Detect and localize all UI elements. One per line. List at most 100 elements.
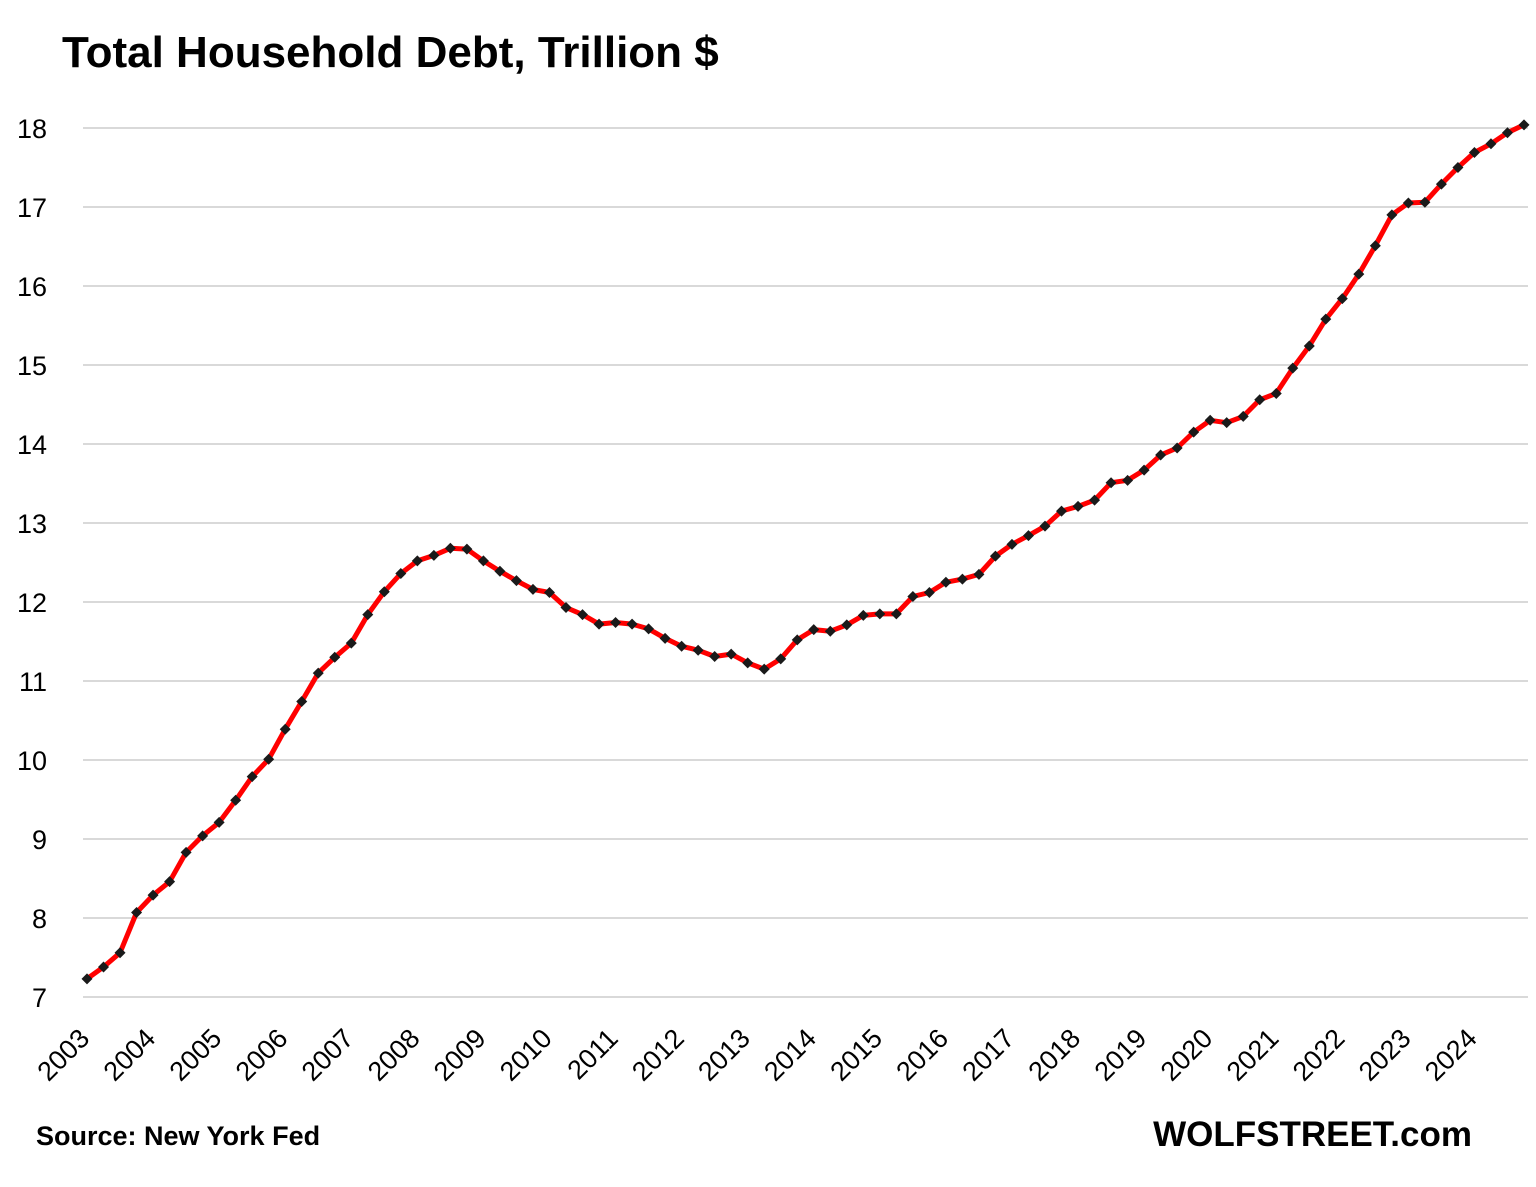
data-point-marker xyxy=(1039,520,1051,532)
data-point-marker xyxy=(1204,414,1216,426)
x-tick-label: 2020 xyxy=(1155,1023,1219,1087)
data-point-marker xyxy=(1105,477,1117,489)
x-tick-label: 2011 xyxy=(562,1023,624,1085)
data-point-marker xyxy=(1221,417,1233,429)
data-point-marker xyxy=(213,816,225,828)
data-point-marker xyxy=(362,609,374,621)
data-point-marker xyxy=(857,609,869,621)
y-tick-label: 12 xyxy=(17,588,47,618)
data-point-marker xyxy=(1501,127,1513,139)
data-point-marker xyxy=(1320,313,1332,325)
data-point-marker xyxy=(527,583,539,595)
data-point-marker xyxy=(1022,530,1034,542)
data-point-marker xyxy=(131,906,143,918)
data-point-marker xyxy=(147,889,159,901)
y-tick-label: 9 xyxy=(32,825,47,855)
data-point-marker xyxy=(1188,426,1200,438)
series-line xyxy=(85,122,1526,981)
chart-title: Total Household Debt, Trillion $ xyxy=(62,28,719,77)
data-point-marker xyxy=(1287,362,1299,374)
data-point-marker xyxy=(543,587,555,599)
data-point-marker xyxy=(98,961,110,973)
y-tick-label: 17 xyxy=(17,193,47,223)
x-tick-label: 2003 xyxy=(32,1023,96,1087)
x-tick-label: 2013 xyxy=(692,1023,756,1087)
y-tick-label: 16 xyxy=(17,272,47,302)
data-point-marker xyxy=(841,619,853,631)
data-point-marker xyxy=(1006,538,1018,550)
x-tick-label: 2023 xyxy=(1353,1023,1417,1087)
data-point-marker xyxy=(230,794,242,806)
data-point-marker xyxy=(643,623,655,635)
x-tick-label: 2022 xyxy=(1287,1023,1351,1087)
brand-watermark: WOLFSTREET.com xyxy=(1153,1115,1472,1154)
data-point-marker xyxy=(1072,500,1084,512)
x-tick-label: 2019 xyxy=(1089,1023,1153,1087)
data-point-marker xyxy=(907,590,919,602)
data-point-marker xyxy=(329,651,341,663)
x-tick-label: 2004 xyxy=(98,1023,162,1087)
data-point-marker xyxy=(577,609,589,621)
data-point-marker xyxy=(725,648,737,660)
data-point-marker xyxy=(1353,268,1365,280)
x-tick-label: 2005 xyxy=(164,1023,228,1087)
data-point-marker xyxy=(989,550,1001,562)
x-tick-label: 2006 xyxy=(230,1023,294,1087)
data-point-marker xyxy=(890,608,902,620)
data-point-marker xyxy=(1369,240,1381,252)
x-tick-label: 2008 xyxy=(362,1023,426,1087)
x-tick-label: 2014 xyxy=(758,1023,822,1087)
data-point-marker xyxy=(81,973,93,985)
series-total-debt xyxy=(81,119,1530,985)
x-tick-label: 2015 xyxy=(824,1023,888,1087)
data-point-marker xyxy=(1089,494,1101,506)
x-tick-label: 2024 xyxy=(1419,1023,1483,1087)
data-point-marker xyxy=(510,575,522,587)
y-tick-label: 14 xyxy=(17,430,47,460)
data-point-marker xyxy=(610,617,622,629)
data-point-marker xyxy=(312,667,324,679)
x-tick-label: 2018 xyxy=(1023,1023,1087,1087)
data-point-marker xyxy=(1435,178,1447,190)
x-tick-label: 2017 xyxy=(957,1023,1021,1087)
data-point-marker xyxy=(923,587,935,599)
data-point-marker xyxy=(808,624,820,636)
data-point-marker xyxy=(956,573,968,585)
x-axis: 2003 2004 2005 2006 2007 2008 2009 2010 2011 2012… xyxy=(32,1023,1483,1087)
data-point-marker xyxy=(197,830,209,842)
data-point-marker xyxy=(1056,505,1068,517)
data-point-marker xyxy=(477,555,489,567)
data-point-marker xyxy=(1485,138,1497,150)
data-point-marker xyxy=(1122,474,1134,486)
data-point-marker xyxy=(626,618,638,630)
data-point-marker xyxy=(444,542,456,554)
data-point-marker xyxy=(973,568,985,580)
data-point-marker xyxy=(1303,340,1315,352)
data-point-marker xyxy=(345,637,357,649)
source-note: Source: New York Fed xyxy=(36,1121,320,1151)
data-point-marker xyxy=(676,640,688,652)
data-point-marker xyxy=(742,657,754,669)
data-point-marker xyxy=(1419,196,1431,208)
data-point-marker xyxy=(246,771,258,783)
data-point-marker xyxy=(1336,293,1348,305)
data-point-marker xyxy=(824,625,836,637)
data-point-marker xyxy=(114,947,126,959)
y-tick-label: 18 xyxy=(17,114,47,144)
data-point-marker xyxy=(164,876,176,888)
data-point-marker xyxy=(1402,197,1414,209)
data-point-marker xyxy=(378,586,390,598)
data-point-marker xyxy=(1452,162,1464,173)
data-point-marker xyxy=(593,618,605,630)
y-tick-label: 7 xyxy=(32,983,47,1013)
y-tick-label: 10 xyxy=(17,746,47,776)
data-point-marker xyxy=(1171,442,1183,454)
data-point-marker xyxy=(279,723,291,735)
y-tick-label: 13 xyxy=(17,509,47,539)
data-point-marker xyxy=(180,846,192,858)
x-tick-label: 2016 xyxy=(890,1023,954,1087)
x-tick-label: 2012 xyxy=(626,1023,690,1087)
data-point-marker xyxy=(494,565,506,577)
x-tick-label: 2021 xyxy=(1221,1023,1285,1087)
